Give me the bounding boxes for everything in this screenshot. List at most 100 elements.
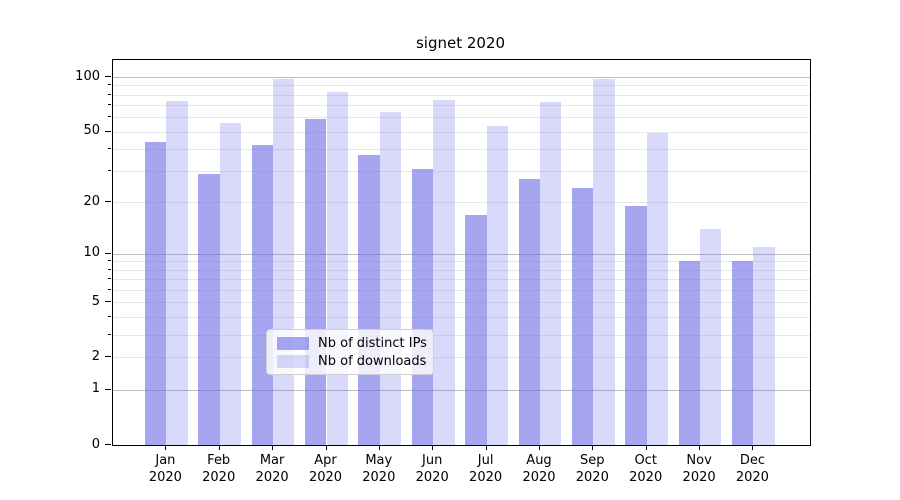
y-minor-tick [108, 268, 111, 270]
x-tick [592, 445, 594, 450]
bar-distinct-ips-nov [678, 261, 701, 445]
major-gridline [113, 77, 810, 78]
y-tick [105, 201, 111, 203]
legend-label-distinct-ips: Nb of distinct IPs [318, 335, 427, 351]
legend-swatch-distinct-ips [277, 336, 309, 350]
chart-title: signet 2020 [415, 34, 506, 52]
x-tick [699, 445, 701, 450]
y-tick [105, 356, 111, 358]
x-tick [645, 445, 647, 450]
y-minor-tick [108, 84, 111, 86]
bar-distinct-ips-oct [625, 206, 647, 445]
x-tick-label-jan: Jan 2020 [148, 453, 182, 485]
minor-gridline [113, 279, 810, 281]
minor-gridline [113, 302, 810, 304]
bar-distinct-ips-feb [198, 173, 220, 445]
legend-swatch-downloads [277, 354, 309, 368]
minor-gridline [113, 316, 810, 318]
bar-distinct-ips-jul [465, 214, 487, 445]
x-tick-label-apr: Apr 2020 [308, 453, 343, 485]
bar-downloads-dec [753, 246, 775, 445]
y-minor-tick [108, 288, 111, 290]
y-tick-label: 20 [83, 193, 100, 209]
x-tick-label-oct: Oct 2020 [629, 453, 663, 485]
y-tick-label: 2 [91, 348, 100, 364]
minor-gridline [113, 131, 810, 133]
minor-gridline [113, 148, 810, 150]
x-tick-label-feb: Feb 2020 [202, 453, 236, 485]
x-tick [378, 445, 380, 450]
y-minor-tick [108, 333, 111, 335]
y-tick-label: 50 [83, 123, 100, 138]
y-tick [105, 76, 111, 77]
minor-gridline [113, 202, 810, 204]
bar-distinct-ips-apr [305, 118, 327, 445]
legend-item-distinct-ips: Nb of distinct IPs [267, 335, 433, 351]
plot-area [112, 59, 811, 446]
x-tick [752, 445, 754, 450]
bar-distinct-ips-jun [411, 168, 434, 445]
minor-gridline [113, 261, 810, 263]
x-tick [539, 445, 540, 450]
bar-distinct-ips-mar [251, 145, 274, 445]
x-tick [432, 445, 434, 450]
minor-gridline [113, 357, 810, 359]
y-minor-tick [108, 147, 111, 149]
bar-downloads-nov [700, 229, 722, 445]
bar-downloads-aug [540, 101, 562, 445]
bar-downloads-oct [646, 133, 669, 445]
legend-label-downloads: Nb of downloads [318, 353, 427, 369]
x-tick [218, 445, 220, 450]
y-tick [105, 130, 111, 132]
y-minor-tick [108, 170, 111, 172]
y-minor-tick [108, 104, 111, 106]
y-tick [105, 301, 111, 303]
minor-gridline [113, 171, 810, 173]
x-tick-label-nov: Nov 2020 [682, 453, 716, 485]
y-minor-tick [108, 278, 111, 280]
bar-distinct-ips-may [358, 154, 380, 445]
bar-distinct-ips-dec [732, 261, 754, 445]
minor-gridline [113, 105, 810, 107]
y-tick [105, 388, 111, 390]
bar-downloads-may [379, 112, 402, 445]
minor-gridline [113, 85, 810, 87]
y-tick-label: 10 [83, 245, 100, 261]
x-tick-label-aug: Aug 2020 [522, 453, 556, 485]
major-gridline [113, 389, 810, 391]
y-tick-label: 1 [91, 381, 100, 397]
bar-downloads-feb [219, 122, 242, 445]
x-tick-label-may: May 2020 [362, 453, 396, 485]
y-minor-tick [108, 116, 111, 118]
x-tick-label-dec: Dec 2020 [735, 453, 769, 485]
y-tick [105, 444, 111, 445]
minor-gridline [113, 334, 810, 336]
x-tick [272, 445, 274, 450]
y-tick-label: 0 [91, 436, 100, 452]
legend: Nb of distinct IPs Nb of downloads [266, 329, 434, 375]
y-minor-tick [108, 260, 111, 262]
y-minor-tick [108, 315, 111, 317]
y-tick-label: 5 [91, 293, 100, 309]
bar-downloads-jun [433, 99, 455, 445]
minor-gridline [113, 289, 810, 291]
bar-downloads-apr [326, 91, 348, 445]
bar-downloads-jan [166, 100, 188, 445]
minor-gridline [113, 117, 810, 119]
major-gridline [113, 253, 810, 255]
y-minor-tick [108, 93, 111, 95]
x-tick [485, 445, 487, 450]
x-tick-label-mar: Mar 2020 [255, 453, 289, 485]
bar-downloads-mar [273, 78, 295, 445]
bar-downloads-sep [593, 78, 615, 445]
x-tick-label-sep: Sep 2020 [575, 453, 609, 485]
minor-gridline [113, 94, 810, 96]
y-tick-label: 100 [75, 68, 100, 84]
bar-distinct-ips-sep [571, 188, 594, 445]
bar-distinct-ips-aug [518, 179, 540, 445]
legend-item-downloads: Nb of downloads [267, 353, 433, 369]
bar-distinct-ips-jan [145, 141, 167, 445]
minor-gridline [113, 269, 810, 271]
y-tick [105, 252, 111, 254]
